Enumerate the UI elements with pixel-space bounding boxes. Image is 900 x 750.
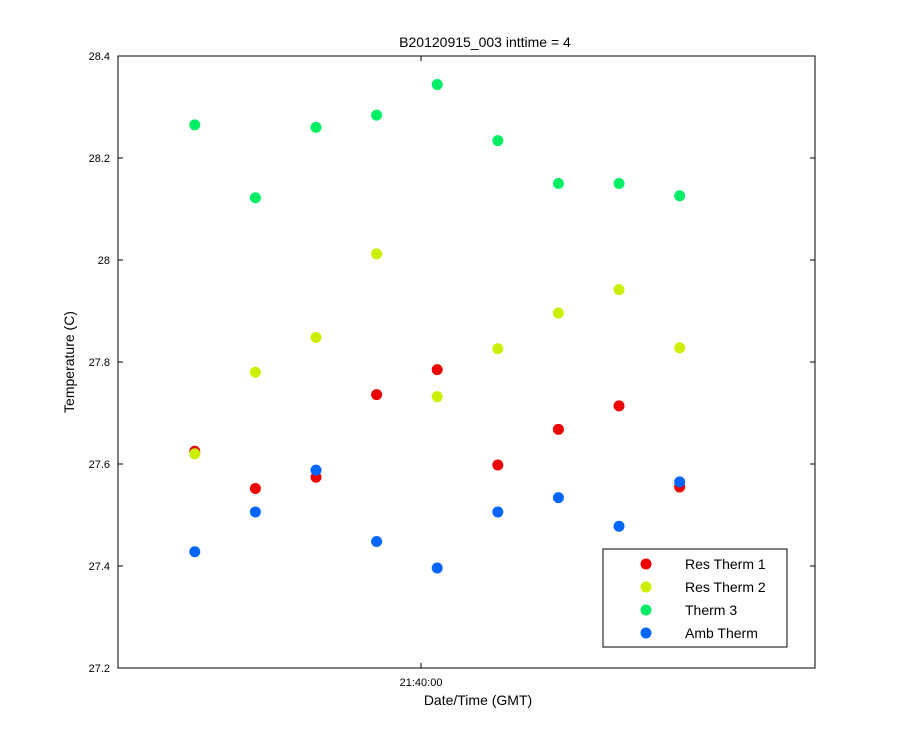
- data-point: [189, 546, 201, 558]
- data-point: [552, 492, 564, 504]
- x-tick-label: 21:40:00: [400, 677, 443, 689]
- legend-marker: [640, 581, 652, 593]
- y-tick-label: 28: [98, 255, 110, 267]
- y-axis: 27.2 27.4 27.6 27.8 28 28.2 28.4: [89, 51, 815, 675]
- data-point: [189, 448, 201, 460]
- data-point: [552, 178, 564, 189]
- data-point: [371, 248, 383, 260]
- data-point: [492, 135, 504, 147]
- legend-box: [602, 548, 788, 648]
- legend-label: Res Therm 2: [685, 579, 766, 595]
- data-point: [431, 391, 443, 403]
- data-point: [492, 459, 504, 471]
- data-point: [431, 364, 443, 376]
- series-amb-therm: [189, 464, 686, 574]
- data-point: [249, 482, 261, 494]
- data-point: [492, 343, 504, 355]
- legend-marker: [640, 627, 652, 639]
- y-tick-label: 28.2: [89, 153, 110, 165]
- y-axis-label: Temperature (C): [61, 311, 77, 413]
- data-point: [310, 121, 322, 133]
- legend-label: Res Therm 1: [685, 556, 766, 572]
- data-point: [613, 520, 625, 532]
- y-tick-label: 27.2: [89, 663, 110, 675]
- data-point: [371, 109, 383, 121]
- data-point: [492, 506, 504, 518]
- data-point: [674, 342, 686, 354]
- data-point: [431, 562, 443, 574]
- legend-item: Res Therm 1: [640, 556, 766, 572]
- data-point: [674, 190, 686, 202]
- legend-marker: [640, 558, 652, 570]
- data-point: [674, 476, 686, 488]
- legend-label: Amb Therm: [685, 625, 758, 641]
- legend-marker: [640, 604, 652, 616]
- y-tick-label: 27.4: [89, 561, 110, 573]
- data-point: [249, 366, 261, 378]
- x-axis: 21:40:00: [400, 56, 443, 689]
- series-therm-3: [189, 79, 686, 204]
- legend-item: Res Therm 2: [640, 579, 766, 595]
- data-point: [613, 178, 625, 189]
- data-point: [310, 332, 322, 344]
- data-point: [613, 284, 625, 296]
- data-point: [371, 389, 383, 401]
- data-point: [552, 307, 564, 319]
- data-point: [189, 119, 201, 131]
- y-tick-label: 28.4: [89, 51, 110, 63]
- data-point: [249, 192, 261, 204]
- data-point: [552, 423, 564, 435]
- data-point: [371, 536, 383, 548]
- y-tick-label: 27.6: [89, 459, 110, 471]
- data-point: [249, 506, 261, 518]
- series-res-therm-2: [189, 248, 686, 460]
- x-axis-label: Date/Time (GMT): [424, 692, 532, 708]
- data-point: [431, 79, 443, 91]
- chart-title: B20120915_003 inttime = 4: [399, 34, 571, 50]
- data-points: [189, 79, 686, 574]
- legend-item: Therm 3: [640, 602, 737, 618]
- legend-label: Therm 3: [685, 602, 737, 618]
- data-point: [310, 464, 322, 476]
- data-point: [613, 400, 625, 412]
- legend: Res Therm 1 Res Therm 2 Therm 3 Amb Therm: [602, 548, 788, 648]
- y-tick-label: 27.8: [89, 357, 110, 369]
- legend-item: Amb Therm: [640, 625, 758, 641]
